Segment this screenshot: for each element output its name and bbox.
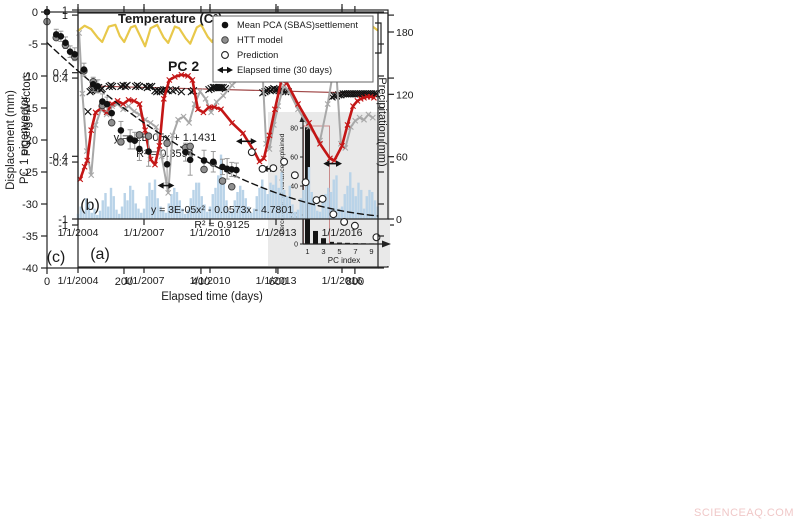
panel-c-xtick-label: 400	[192, 276, 210, 288]
panel-c-xtick-label: 0	[44, 276, 50, 288]
panel-c-ytick-label: -30	[22, 199, 38, 211]
panel-b-xtick-label: 1/1/2016	[322, 227, 363, 239]
precipitation-tick-label: 120	[396, 89, 414, 101]
panel-b-ylabel: PC eigenvectors	[21, 72, 33, 157]
panel-b-ytick-label: -1	[58, 214, 68, 226]
panel-c-ylabel: Displacement (mm)	[5, 90, 17, 190]
panel-b-xtick-label: 1/1/2007	[124, 227, 165, 239]
elapsed-time-arrow	[235, 138, 257, 145]
panel-a-xtick-label: 1/1/2010	[190, 275, 231, 287]
panel-c-ytick-label: -25	[22, 167, 38, 179]
inset-ytick-label: 60	[290, 155, 298, 162]
panel-c-ytick-label: -15	[22, 103, 38, 115]
panel-c-ytick-label: -20	[22, 135, 38, 147]
legend-item-gray-circle: HTT model	[221, 35, 283, 45]
inset-ytick-label: 80	[290, 126, 298, 133]
legend-item-label: Prediction	[237, 50, 278, 60]
panel-c-ytick-label: -10	[22, 71, 38, 83]
temperature-label: Temperature (C°)	[118, 11, 223, 26]
panel-a-xtick-label: 1/1/2013	[256, 275, 297, 287]
inset-xtick-label: 9	[369, 247, 373, 256]
panel-c-xtick-label: 200	[115, 276, 133, 288]
panel-c-ytick-label: -35	[22, 231, 38, 243]
panel-c-legend: Mean PCA (SBAS)settlement HTT model Predic…	[212, 15, 374, 83]
pc2-label: PC 2	[168, 58, 199, 74]
panel-b-label: (b)	[80, 197, 100, 214]
panel-b-xtick-label: 1/1/2013	[256, 227, 297, 239]
panel-c-axes: 0-5-10-15-20-25-30-35-400 200 400 600 800Ela…	[5, 6, 384, 303]
precipitation-tick-label: 0	[396, 214, 402, 226]
legend-item-label: HTT model	[237, 35, 283, 45]
legend-item-label: Elapsed time (30 days)	[237, 65, 332, 75]
precipitation-tick-label: 60	[396, 152, 408, 164]
watermark: SCIENCEAQ.COM	[693, 507, 794, 519]
panel-b-ytick-label: 1	[62, 5, 68, 17]
panel-c-label: (c)	[47, 249, 66, 266]
panel-a-ytick-label: -0.4	[49, 157, 68, 169]
panel-b-ytick-label: 0.4	[53, 68, 68, 80]
panel-a-ytick-label: 1	[62, 10, 68, 22]
panel-c-ytick-label: -5	[28, 39, 38, 51]
panel-c-ytick-label: -40	[22, 263, 38, 275]
panel-b-right-ylabel: Precipitation (mm)	[376, 77, 388, 166]
legend-item-filled-circle: Mean PCA (SBAS)settlement	[221, 20, 358, 30]
legend-item-label: Mean PCA (SBAS)settlement	[237, 20, 358, 30]
inset-ytick-label: 40	[290, 184, 298, 191]
mean-pca-points	[43, 8, 240, 174]
inset-xlabel: PC index	[328, 256, 360, 265]
inset-xtick-label: 7	[353, 247, 357, 256]
precipitation-bars	[76, 154, 379, 219]
panel-c-r2-text: R² = 0.9125	[194, 219, 249, 231]
panel-a-xtick-label: 1/1/2016	[322, 275, 363, 287]
inset-ytick-label: 0	[294, 242, 298, 249]
panel-b-ytick-label: -0.4	[49, 151, 68, 163]
inset-x-axis-arrow	[382, 240, 391, 248]
panel-a-xtick-label: 1/1/2007	[124, 275, 165, 287]
legend-item-double-arrow: Elapsed time (30 days)	[217, 65, 332, 75]
panel-c-equation: y = 3E-05x² - 0.0573x - 4.7801 R² = 0.912…	[151, 204, 293, 231]
inset-xtick-label: 3	[321, 247, 325, 256]
panel-c-equation-text: y = 3E-05x² - 0.0573x - 4.7801	[151, 204, 293, 216]
panel-b-xtick-label: 1/1/2010	[190, 227, 231, 239]
htt-model-points	[43, 17, 236, 191]
legend-item-open-circle: Prediction	[221, 50, 278, 60]
panel-c-displacement-chart: 0-5-10-15-20-25-30-35-400 200 400 600 800Ela…	[5, 6, 384, 303]
panel-a-ytick-label: -1	[58, 220, 68, 232]
panel-a-ylabel: PC 1 eigenvector	[19, 96, 31, 184]
panel-c-xtick-label: 800	[346, 276, 364, 288]
panel-a-ytick-label: 0.4	[53, 73, 68, 85]
panel-b-xtick-label: 1/1/2004	[58, 227, 99, 239]
inset-xtick-label: 5	[337, 247, 341, 256]
panel-c-xtick-label: 600	[269, 276, 287, 288]
panel-c-ytick-label: 0	[32, 7, 38, 19]
panel-a-xtick-label: 1/1/2004	[58, 275, 99, 287]
panel-c-xlabel: Elapsed time (days)	[161, 291, 263, 303]
precipitation-tick-label: 180	[396, 27, 414, 39]
panel-a-axes: 10.4-0.4-11/1/2004 1/1/2007 1/1/2010 1/1/20…	[19, 7, 394, 287]
prediction-points	[247, 148, 381, 242]
inset-xtick-label: 1	[305, 247, 309, 256]
panel-a-label: (a)	[90, 246, 110, 263]
